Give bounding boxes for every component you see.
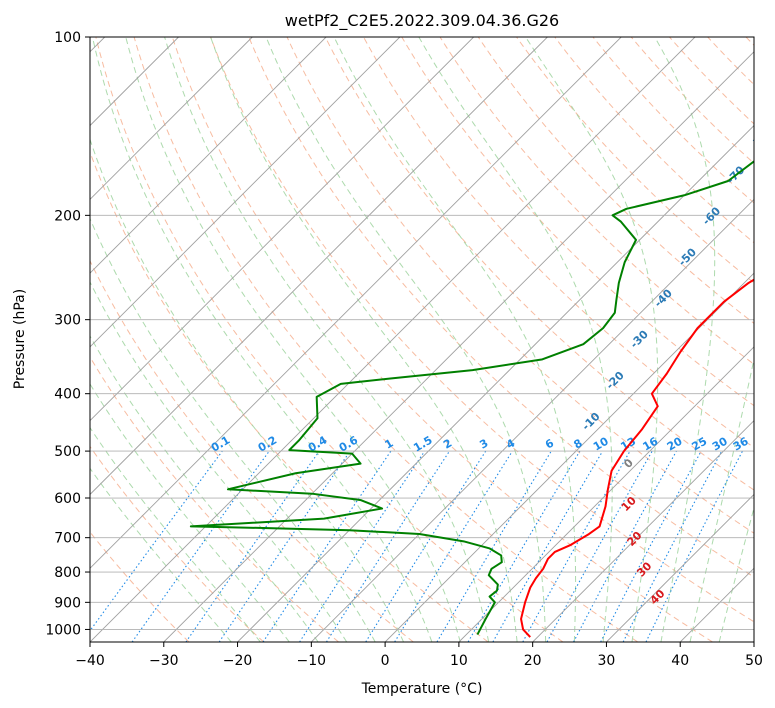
isotherm <box>90 37 622 569</box>
x-tick-label: 0 <box>381 653 390 669</box>
moist-adiabat <box>164 37 490 642</box>
dry-adiabat <box>95 37 564 642</box>
chart-title: wetPf2_C2E5.2022.309.04.36.G26 <box>285 11 559 31</box>
isotherm <box>90 37 253 200</box>
dry-adiabat <box>133 37 639 642</box>
mixing-ratio-line <box>522 450 631 642</box>
x-tick-label: 20 <box>524 653 542 669</box>
temperature-profile <box>520 278 754 638</box>
dry-adiabat <box>477 37 754 324</box>
moist-adiabat <box>90 335 319 642</box>
isotherm <box>90 37 548 496</box>
isotherm <box>532 420 754 642</box>
x-tick-label: 30 <box>598 653 616 669</box>
mixing-ratio-line <box>90 450 223 632</box>
x-tick-label: −10 <box>297 653 327 669</box>
isotherm <box>90 37 401 348</box>
dry-adiabat <box>90 445 265 642</box>
moist-adiabat <box>90 426 261 642</box>
mixing-ratio-line <box>131 450 270 642</box>
isobars <box>90 37 754 630</box>
isotherm <box>90 37 327 274</box>
mixing-ratio-lines <box>90 450 743 642</box>
moist-adiabat <box>90 383 290 642</box>
y-axis-label: Pressure (hPa) <box>12 289 28 389</box>
moist-adiabat <box>265 37 547 642</box>
mixing-ratio-line <box>573 450 677 642</box>
mixing-ratio-line <box>436 450 552 642</box>
x-tick-label: −30 <box>149 653 179 669</box>
mixing-ratio-line <box>325 450 450 642</box>
x-axis-ticks: −40 −30 −20 −10 0 10 20 30 40 50 <box>75 642 763 669</box>
plot-area: 0.10.20.40.611.52346810131620253036-100-… <box>90 37 771 642</box>
sounding-series <box>189 160 754 638</box>
mixing-ratio-line <box>185 450 320 642</box>
plot-frame <box>89 36 755 643</box>
isotherm <box>384 272 754 642</box>
moist-adiabat <box>654 37 716 642</box>
dry-adiabat <box>363 37 754 449</box>
y-tick-label: 100 <box>54 30 81 46</box>
moist-adiabat <box>90 137 405 642</box>
x-tick-label: 40 <box>671 653 689 669</box>
dry-adiabat <box>90 259 414 642</box>
isotherm <box>90 37 696 642</box>
x-axis-label: Temperature (°C) <box>361 681 483 697</box>
isotherm <box>163 51 754 642</box>
dry-adiabat <box>516 37 754 284</box>
moist-adiabat <box>418 37 613 642</box>
moist-adiabat <box>525 37 659 642</box>
moist-adiabats <box>90 37 754 642</box>
moist-adiabat <box>689 356 754 642</box>
y-tick-label: 900 <box>54 595 81 611</box>
dry-adiabats <box>90 37 754 642</box>
mixing-ratio-line <box>467 450 581 642</box>
mixing-ratio-line <box>365 450 487 642</box>
x-tick-label: 10 <box>450 653 468 669</box>
y-tick-label: 600 <box>54 491 81 507</box>
moist-adiabat <box>333 37 577 642</box>
dewpoint-profile <box>189 160 754 636</box>
y-tick-label: 200 <box>54 208 81 224</box>
y-axis-ticks: 100 200 300 400 500 600 700 800 900 1000 <box>45 30 90 638</box>
moist-adiabat <box>125 37 461 642</box>
y-tick-label: 1000 <box>45 622 81 638</box>
y-tick-label: 800 <box>54 565 81 581</box>
isotherm <box>90 37 474 422</box>
moist-adiabat <box>90 217 376 642</box>
y-tick-label: 300 <box>54 313 81 329</box>
dry-adiabat-label: -80 <box>748 122 771 145</box>
dry-adiabat <box>210 37 754 623</box>
dry-adiabat <box>401 37 754 407</box>
isotherm <box>237 124 754 642</box>
mixing-ratio-line <box>218 450 351 642</box>
isotherm <box>311 198 754 642</box>
moist-adiabat <box>90 280 348 642</box>
y-tick-label: 400 <box>54 387 81 403</box>
x-tick-label: −20 <box>223 653 253 669</box>
isotherm <box>606 493 754 642</box>
isotherms <box>90 37 754 642</box>
x-tick-label: −40 <box>75 653 105 669</box>
dry-adiabat <box>630 37 754 164</box>
y-tick-label: 700 <box>54 531 81 547</box>
x-tick-label: 50 <box>745 653 763 669</box>
mixing-ratio-line <box>492 450 604 642</box>
isotherm <box>458 346 754 642</box>
y-tick-label: 500 <box>54 444 81 460</box>
moist-adiabat <box>91 37 433 642</box>
moist-adiabat <box>90 467 232 642</box>
moist-adiabat <box>718 506 754 642</box>
moist-adiabat <box>210 37 518 642</box>
mixing-ratio-line <box>394 450 513 642</box>
dry-adiabat <box>324 37 754 491</box>
